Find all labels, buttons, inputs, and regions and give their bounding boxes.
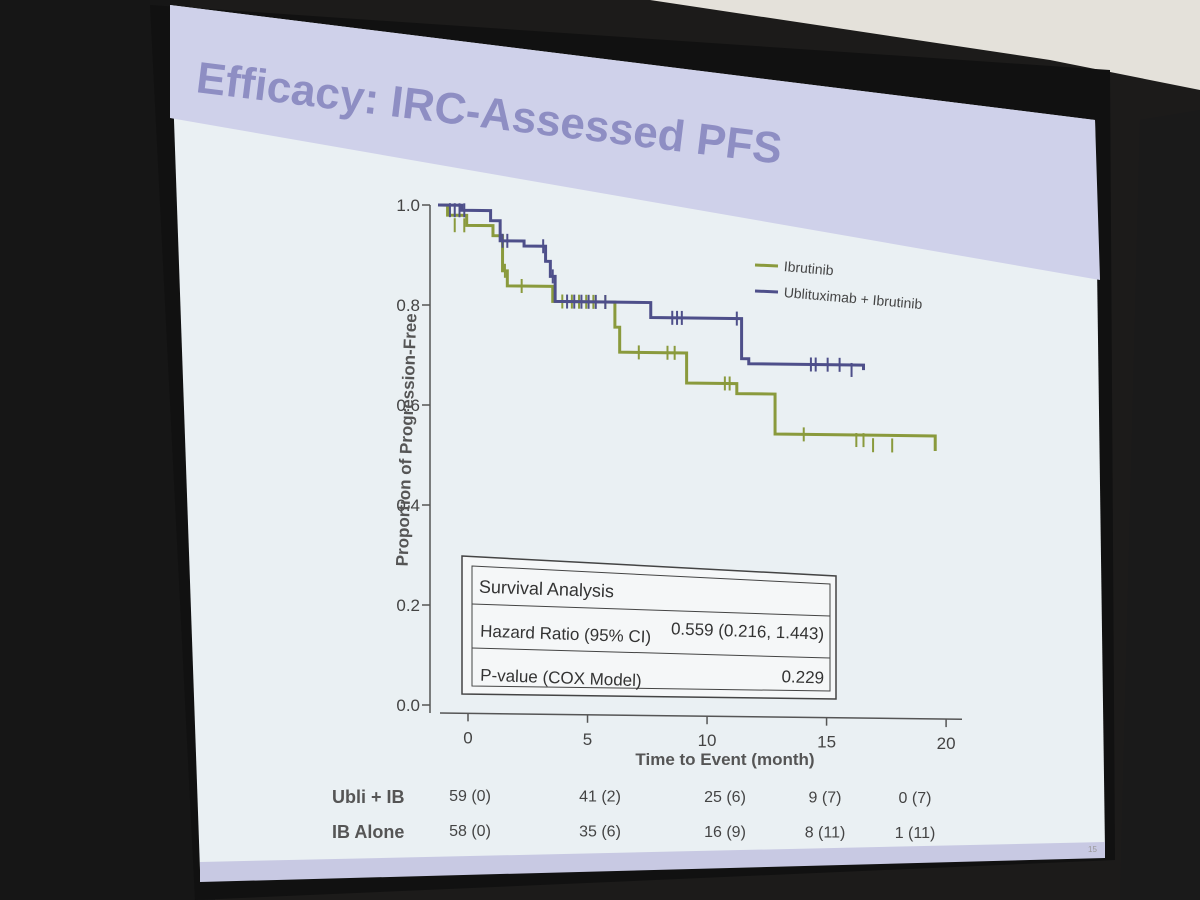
survival-heading: Survival Analysis xyxy=(479,577,615,602)
x-axis-title: Time to Event (month) xyxy=(635,750,814,769)
at-risk-cell: 16 (9) xyxy=(704,824,746,841)
slide-header-band xyxy=(170,5,1100,280)
at-risk-cell: 35 (6) xyxy=(579,824,621,841)
survival-box-frame xyxy=(461,555,837,700)
km-curve-ublituximab-ibrutinib xyxy=(437,203,866,371)
at-risk-row-label: Ubli + IB xyxy=(332,787,405,807)
at-risk-cell: 58 (0) xyxy=(449,823,491,840)
x-tick-label: 10 xyxy=(698,731,717,750)
x-tick-label: 20 xyxy=(937,734,956,753)
curtain-right xyxy=(1120,110,1200,900)
at-risk-cell: 41 (2) xyxy=(579,789,621,806)
survival-divider xyxy=(471,647,831,659)
x-axis-line xyxy=(439,712,963,721)
km-curve-ibrutinib xyxy=(437,203,937,451)
x-tick-label: 0 xyxy=(463,728,472,747)
at-risk-cell: 8 (11) xyxy=(805,825,846,842)
y-tick-label: 0.0 xyxy=(396,696,420,715)
at-risk-cell: 9 (7) xyxy=(809,790,842,807)
x-tick-label: 15 xyxy=(817,733,836,752)
slide-page-number: 15 xyxy=(1088,845,1097,854)
at-risk-row-label: IB Alone xyxy=(332,822,404,842)
y-tick-label: 1.0 xyxy=(396,196,420,215)
legend-label: Ibrutinib xyxy=(783,258,834,278)
legend-swatch xyxy=(754,289,779,294)
y-tick-label: 0.8 xyxy=(396,296,420,315)
number-at-risk-table: Ubli + IB 59 (0) 41 (2) 25 (6) 9 (7) 0 (7) IB … xyxy=(332,787,935,842)
at-risk-cell: 25 (6) xyxy=(704,789,746,806)
survival-divider xyxy=(471,603,831,617)
y-tick-label: 0.6 xyxy=(396,396,420,415)
slide-footer-band xyxy=(200,842,1105,882)
at-risk-cell: 0 (7) xyxy=(899,790,932,807)
survival-box-inner xyxy=(471,565,831,692)
y-tick-label: 0.4 xyxy=(396,496,420,515)
ceiling xyxy=(650,0,1200,90)
x-tick-label: 5 xyxy=(583,730,592,749)
at-risk-cell: 1 (11) xyxy=(895,825,936,842)
y-tick-label: 0.2 xyxy=(396,596,420,615)
at-risk-cell: 59 (0) xyxy=(449,788,491,805)
legend-swatch xyxy=(754,263,779,268)
survival-row-value: 0.229 xyxy=(781,667,824,687)
